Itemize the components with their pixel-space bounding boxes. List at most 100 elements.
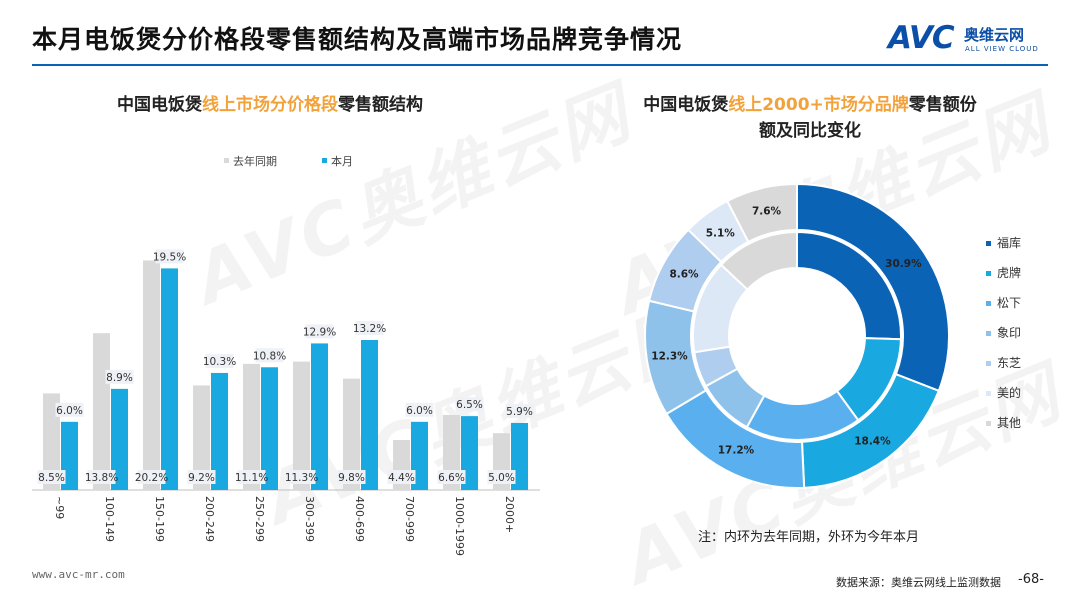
label-last-year-100-149: 13.8% bbox=[85, 472, 118, 484]
outer-label-东芝: 8.6% bbox=[669, 269, 699, 281]
donut-legend-item-松下: 松下 bbox=[986, 294, 1021, 311]
tick-label-100-149: 100-149 bbox=[103, 496, 116, 542]
outer-label-松下: 17.2% bbox=[718, 445, 755, 457]
legend-label-虎牌: 虎牌 bbox=[997, 266, 1022, 280]
label-bg-last-year-1000-1999 bbox=[437, 470, 466, 484]
tick-label-250-299: 250-299 bbox=[253, 496, 266, 542]
label-bg-this-month-250-299 bbox=[255, 348, 284, 363]
bar-last-year-200-249 bbox=[193, 385, 210, 490]
bar-this-month-400-699 bbox=[361, 340, 378, 490]
label-bg-last-year-2000+ bbox=[487, 470, 516, 484]
footer-source: 数据来源：奥维云网线上监测数据 bbox=[836, 576, 1001, 589]
label-last-year-250-299: 11.1% bbox=[235, 472, 268, 484]
label-this-month-100-149: 8.9% bbox=[106, 372, 133, 384]
bar-last-year-100-149 bbox=[93, 333, 110, 490]
label-bg-last-year-400-699 bbox=[337, 470, 366, 484]
label-bg-last-year-200-249 bbox=[187, 470, 216, 484]
inner-slice-虎牌 bbox=[835, 337, 902, 422]
legend-label-美的: 美的 bbox=[997, 386, 1022, 400]
legend-label-松下: 松下 bbox=[997, 296, 1022, 310]
inner-slice-美的 bbox=[692, 263, 749, 354]
tick-label-~99: ~99 bbox=[53, 496, 66, 519]
inner-slice-东芝 bbox=[693, 345, 739, 388]
donut-title-highlight: 线上2000+市场分品牌 bbox=[728, 95, 909, 115]
tick-label-700-999: 700-999 bbox=[403, 496, 416, 542]
label-this-month-~99: 6.0% bbox=[56, 405, 83, 417]
label-last-year-2000+: 5.0% bbox=[488, 472, 515, 484]
bar-chart-title: 中国电饭煲线上市场分价格段零售额结构 bbox=[60, 92, 480, 118]
bar-chart: 去年同期 本月 8.5% 6.0% ~99 13.8% 8.9% 100-149 20.2% 19… bbox=[32, 154, 540, 556]
outer-slice-象印 bbox=[644, 299, 708, 416]
bar-last-year-300-399 bbox=[293, 361, 310, 490]
logo-english-name: ALL VIEW CLOUD bbox=[965, 45, 1039, 53]
legend-swatch-this-month bbox=[322, 158, 327, 163]
label-this-month-1000-1999: 6.5% bbox=[456, 399, 483, 411]
label-last-year-400-699: 9.8% bbox=[338, 472, 365, 484]
title-divider bbox=[32, 64, 1048, 66]
label-this-month-150-199: 19.5% bbox=[153, 251, 186, 263]
label-bg-last-year-250-299 bbox=[237, 470, 266, 484]
bar-last-year-400-699 bbox=[343, 378, 360, 490]
label-bg-this-month-200-249 bbox=[205, 353, 234, 368]
donut-legend-item-美的: 美的 bbox=[986, 384, 1021, 401]
label-this-month-200-249: 10.3% bbox=[203, 356, 236, 368]
tick-label-2000+: 2000+ bbox=[503, 496, 516, 533]
bar-legend: 去年同期 本月 bbox=[224, 154, 353, 168]
donut-legend-item-福库: 福库 bbox=[986, 234, 1021, 251]
donut-chart-title: 中国电饭煲线上2000+市场分品牌零售额份 额及同比变化 bbox=[600, 92, 1020, 144]
label-bg-last-year-300-399 bbox=[287, 470, 316, 484]
label-last-year-~99: 8.5% bbox=[38, 472, 65, 484]
label-last-year-700-999: 4.4% bbox=[388, 472, 415, 484]
avc-logo: AVC 奥维云网 ALL VIEW CLOUD bbox=[888, 20, 1058, 58]
legend-swatch-福库 bbox=[986, 241, 991, 246]
label-last-year-150-199: 20.2% bbox=[135, 472, 168, 484]
legend-swatch-松下 bbox=[986, 301, 991, 306]
donut-note: 注：内环为去年同期，外环为今年本月 bbox=[698, 530, 920, 545]
label-bg-this-month-400-699 bbox=[355, 321, 384, 335]
outer-label-其他: 7.6% bbox=[752, 206, 782, 218]
slide-title: 本月电饭煲分价格段零售额结构及高端市场品牌竞争情况 bbox=[32, 25, 683, 54]
label-bg-this-month-1000-1999 bbox=[455, 397, 484, 412]
label-bg-last-year-700-999 bbox=[387, 470, 416, 484]
donut-title-pre: 中国电饭煲 bbox=[643, 95, 729, 115]
label-bg-this-month-700-999 bbox=[405, 402, 434, 417]
donut-title-line2: 额及同比变化 bbox=[759, 121, 861, 141]
legend-label-其他: 其他 bbox=[997, 416, 1022, 430]
inner-slice-其他 bbox=[719, 230, 798, 291]
label-last-year-300-399: 11.3% bbox=[285, 472, 318, 484]
label-bg-last-year-100-149 bbox=[87, 470, 116, 484]
legend-label-福库: 福库 bbox=[997, 236, 1022, 250]
page-number: -68- bbox=[1018, 572, 1044, 587]
bar-this-month-100-149 bbox=[111, 388, 128, 490]
bar-title-post: 零售额结构 bbox=[338, 95, 423, 115]
legend-label-象印: 象印 bbox=[997, 326, 1022, 340]
outer-slice-虎牌 bbox=[800, 372, 941, 489]
label-bg-this-month-2000+ bbox=[505, 403, 534, 418]
bar-title-pre: 中国电饭煲 bbox=[117, 95, 202, 115]
legend-label-this-month: 本月 bbox=[331, 154, 353, 168]
tick-label-300-399: 300-399 bbox=[303, 496, 316, 542]
logo-chinese-name: 奥维云网 bbox=[964, 26, 1025, 44]
outer-slice-美的 bbox=[686, 199, 750, 264]
bar-this-month-250-299 bbox=[261, 367, 278, 490]
legend-label-last-year: 去年同期 bbox=[233, 154, 277, 168]
bar-this-month-200-249 bbox=[211, 372, 228, 490]
label-this-month-400-699: 13.2% bbox=[353, 323, 386, 335]
outer-label-象印: 12.3% bbox=[651, 351, 688, 363]
label-this-month-250-299: 10.8% bbox=[253, 350, 286, 362]
outer-slice-松下 bbox=[665, 388, 806, 489]
label-bg-this-month-150-199 bbox=[155, 249, 184, 264]
inner-slice-福库 bbox=[796, 230, 902, 341]
legend-swatch-东芝 bbox=[986, 361, 991, 366]
bar-title-highlight: 线上市场分价格段 bbox=[202, 95, 338, 115]
legend-swatch-其他 bbox=[986, 421, 991, 426]
label-bg-last-year-150-199 bbox=[137, 470, 166, 484]
bar-last-year-~99 bbox=[43, 393, 60, 490]
label-bg-this-month-~99 bbox=[55, 402, 84, 417]
donut-legend-item-其他: 其他 bbox=[986, 414, 1021, 431]
logo-mark: AVC bbox=[888, 20, 955, 56]
tick-label-1000-1999: 1000-1999 bbox=[453, 496, 466, 556]
outer-label-美的: 5.1% bbox=[706, 227, 736, 239]
inner-slice-松下 bbox=[745, 389, 860, 441]
